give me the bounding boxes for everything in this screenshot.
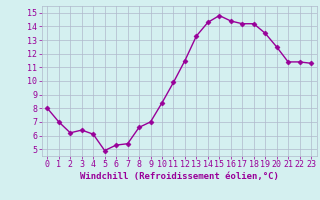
X-axis label: Windchill (Refroidissement éolien,°C): Windchill (Refroidissement éolien,°C) (80, 172, 279, 181)
